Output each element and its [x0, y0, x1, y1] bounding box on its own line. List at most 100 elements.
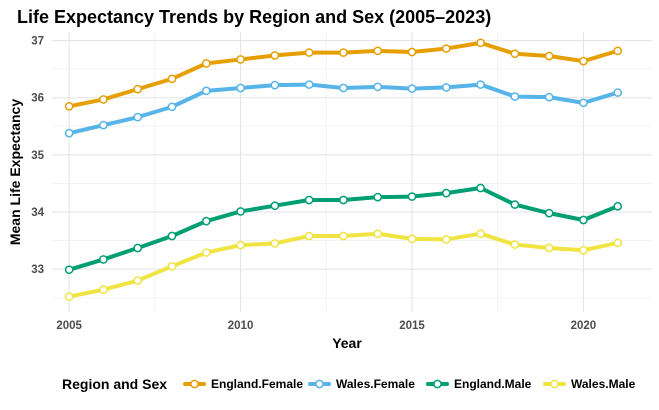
data-point — [270, 239, 280, 248]
data-point — [579, 245, 588, 255]
legend-key-point — [550, 379, 559, 389]
data-point — [304, 231, 314, 241]
y-tick-label: 33 — [31, 264, 44, 276]
data-point — [613, 238, 623, 248]
data-point — [407, 84, 417, 93]
data-point — [579, 56, 588, 66]
legend-label: Wales.Female — [336, 377, 415, 391]
y-tick-label: 37 — [31, 36, 44, 48]
grid — [52, 32, 652, 312]
data-point — [579, 98, 588, 108]
data-point — [304, 80, 314, 89]
data-point — [64, 101, 74, 111]
x-tick-label: 2015 — [399, 320, 425, 332]
data-point — [373, 229, 383, 239]
y-axis-title: Mean Life Expectancy — [7, 99, 23, 245]
data-point — [167, 261, 177, 271]
data-point — [510, 240, 520, 249]
data-point — [339, 48, 348, 57]
data-point — [99, 120, 108, 130]
series-wales-male — [64, 229, 623, 301]
legend-title: Region and Sex — [62, 376, 167, 392]
chart-title: Life Expectancy Trends by Region and Sex… — [17, 7, 491, 27]
y-tick-label: 35 — [31, 150, 44, 162]
data-point — [441, 188, 451, 198]
data-point — [613, 88, 623, 97]
data-point — [613, 201, 623, 211]
series-lines — [64, 38, 623, 301]
series-england-male — [64, 183, 623, 275]
data-point — [339, 83, 348, 93]
data-point — [339, 195, 348, 205]
legend-item: Wales.Male — [543, 377, 636, 391]
y-tick-label: 36 — [31, 93, 44, 105]
legend: Region and Sex England.Female Wales.Femal… — [62, 376, 636, 392]
data-point — [64, 265, 74, 275]
data-point — [201, 59, 211, 68]
data-point — [167, 74, 177, 84]
data-point — [167, 231, 177, 241]
data-point — [544, 208, 554, 218]
legend-key-point — [433, 379, 442, 389]
x-tick-label: 2005 — [56, 320, 82, 332]
data-point — [407, 47, 417, 57]
series-wales-female — [64, 80, 623, 138]
data-point — [476, 183, 485, 193]
data-point — [441, 83, 451, 92]
data-point — [339, 231, 348, 241]
data-point — [236, 55, 245, 64]
data-point — [510, 49, 520, 59]
data-point — [270, 51, 280, 60]
data-point — [441, 44, 451, 53]
data-point — [476, 229, 485, 239]
data-point — [407, 234, 417, 244]
data-point — [201, 216, 211, 226]
data-point — [510, 92, 520, 101]
y-axis-ticks: 33 34 35 36 37 — [31, 36, 44, 277]
data-point — [236, 83, 245, 93]
data-point — [133, 84, 143, 94]
data-point — [133, 243, 143, 253]
legend-label: Wales.Male — [571, 377, 636, 391]
data-point — [373, 192, 383, 202]
data-point — [236, 207, 245, 216]
data-point — [579, 215, 588, 225]
data-point — [544, 51, 554, 61]
data-point — [64, 128, 74, 138]
data-point — [201, 248, 211, 257]
series-england-female — [64, 38, 623, 111]
data-point — [476, 80, 485, 89]
data-point — [99, 95, 108, 104]
data-point — [201, 86, 211, 96]
data-point — [304, 48, 314, 57]
legend-item: England.Female — [183, 377, 303, 391]
legend-label: England.Female — [211, 377, 303, 391]
data-point — [236, 240, 245, 250]
x-tick-label: 2010 — [228, 320, 254, 332]
legend-item: England.Male — [426, 377, 532, 391]
data-point — [476, 38, 485, 48]
data-point — [99, 285, 108, 295]
data-point — [613, 46, 623, 56]
x-axis-ticks: 2005 2010 2015 2020 — [56, 320, 596, 332]
data-point — [407, 192, 417, 201]
x-axis-title: Year — [332, 335, 362, 351]
data-point — [270, 201, 280, 211]
data-point — [133, 276, 143, 285]
data-point — [373, 82, 383, 92]
data-point — [544, 243, 554, 253]
data-point — [99, 255, 108, 264]
legend-item: Wales.Female — [308, 377, 415, 391]
legend-key-point — [315, 379, 324, 389]
data-point — [64, 292, 74, 301]
x-tick-label: 2020 — [571, 320, 597, 332]
data-point — [544, 92, 554, 102]
legend-key-point — [190, 379, 199, 389]
data-point — [270, 80, 280, 90]
data-point — [510, 200, 520, 209]
data-point — [441, 235, 451, 244]
legend-label: England.Male — [454, 377, 532, 391]
data-point — [373, 46, 383, 56]
data-point — [133, 112, 143, 122]
